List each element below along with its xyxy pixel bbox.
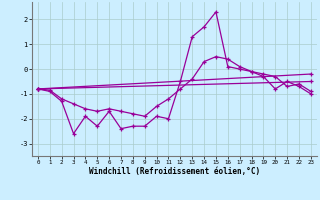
X-axis label: Windchill (Refroidissement éolien,°C): Windchill (Refroidissement éolien,°C) bbox=[89, 167, 260, 176]
